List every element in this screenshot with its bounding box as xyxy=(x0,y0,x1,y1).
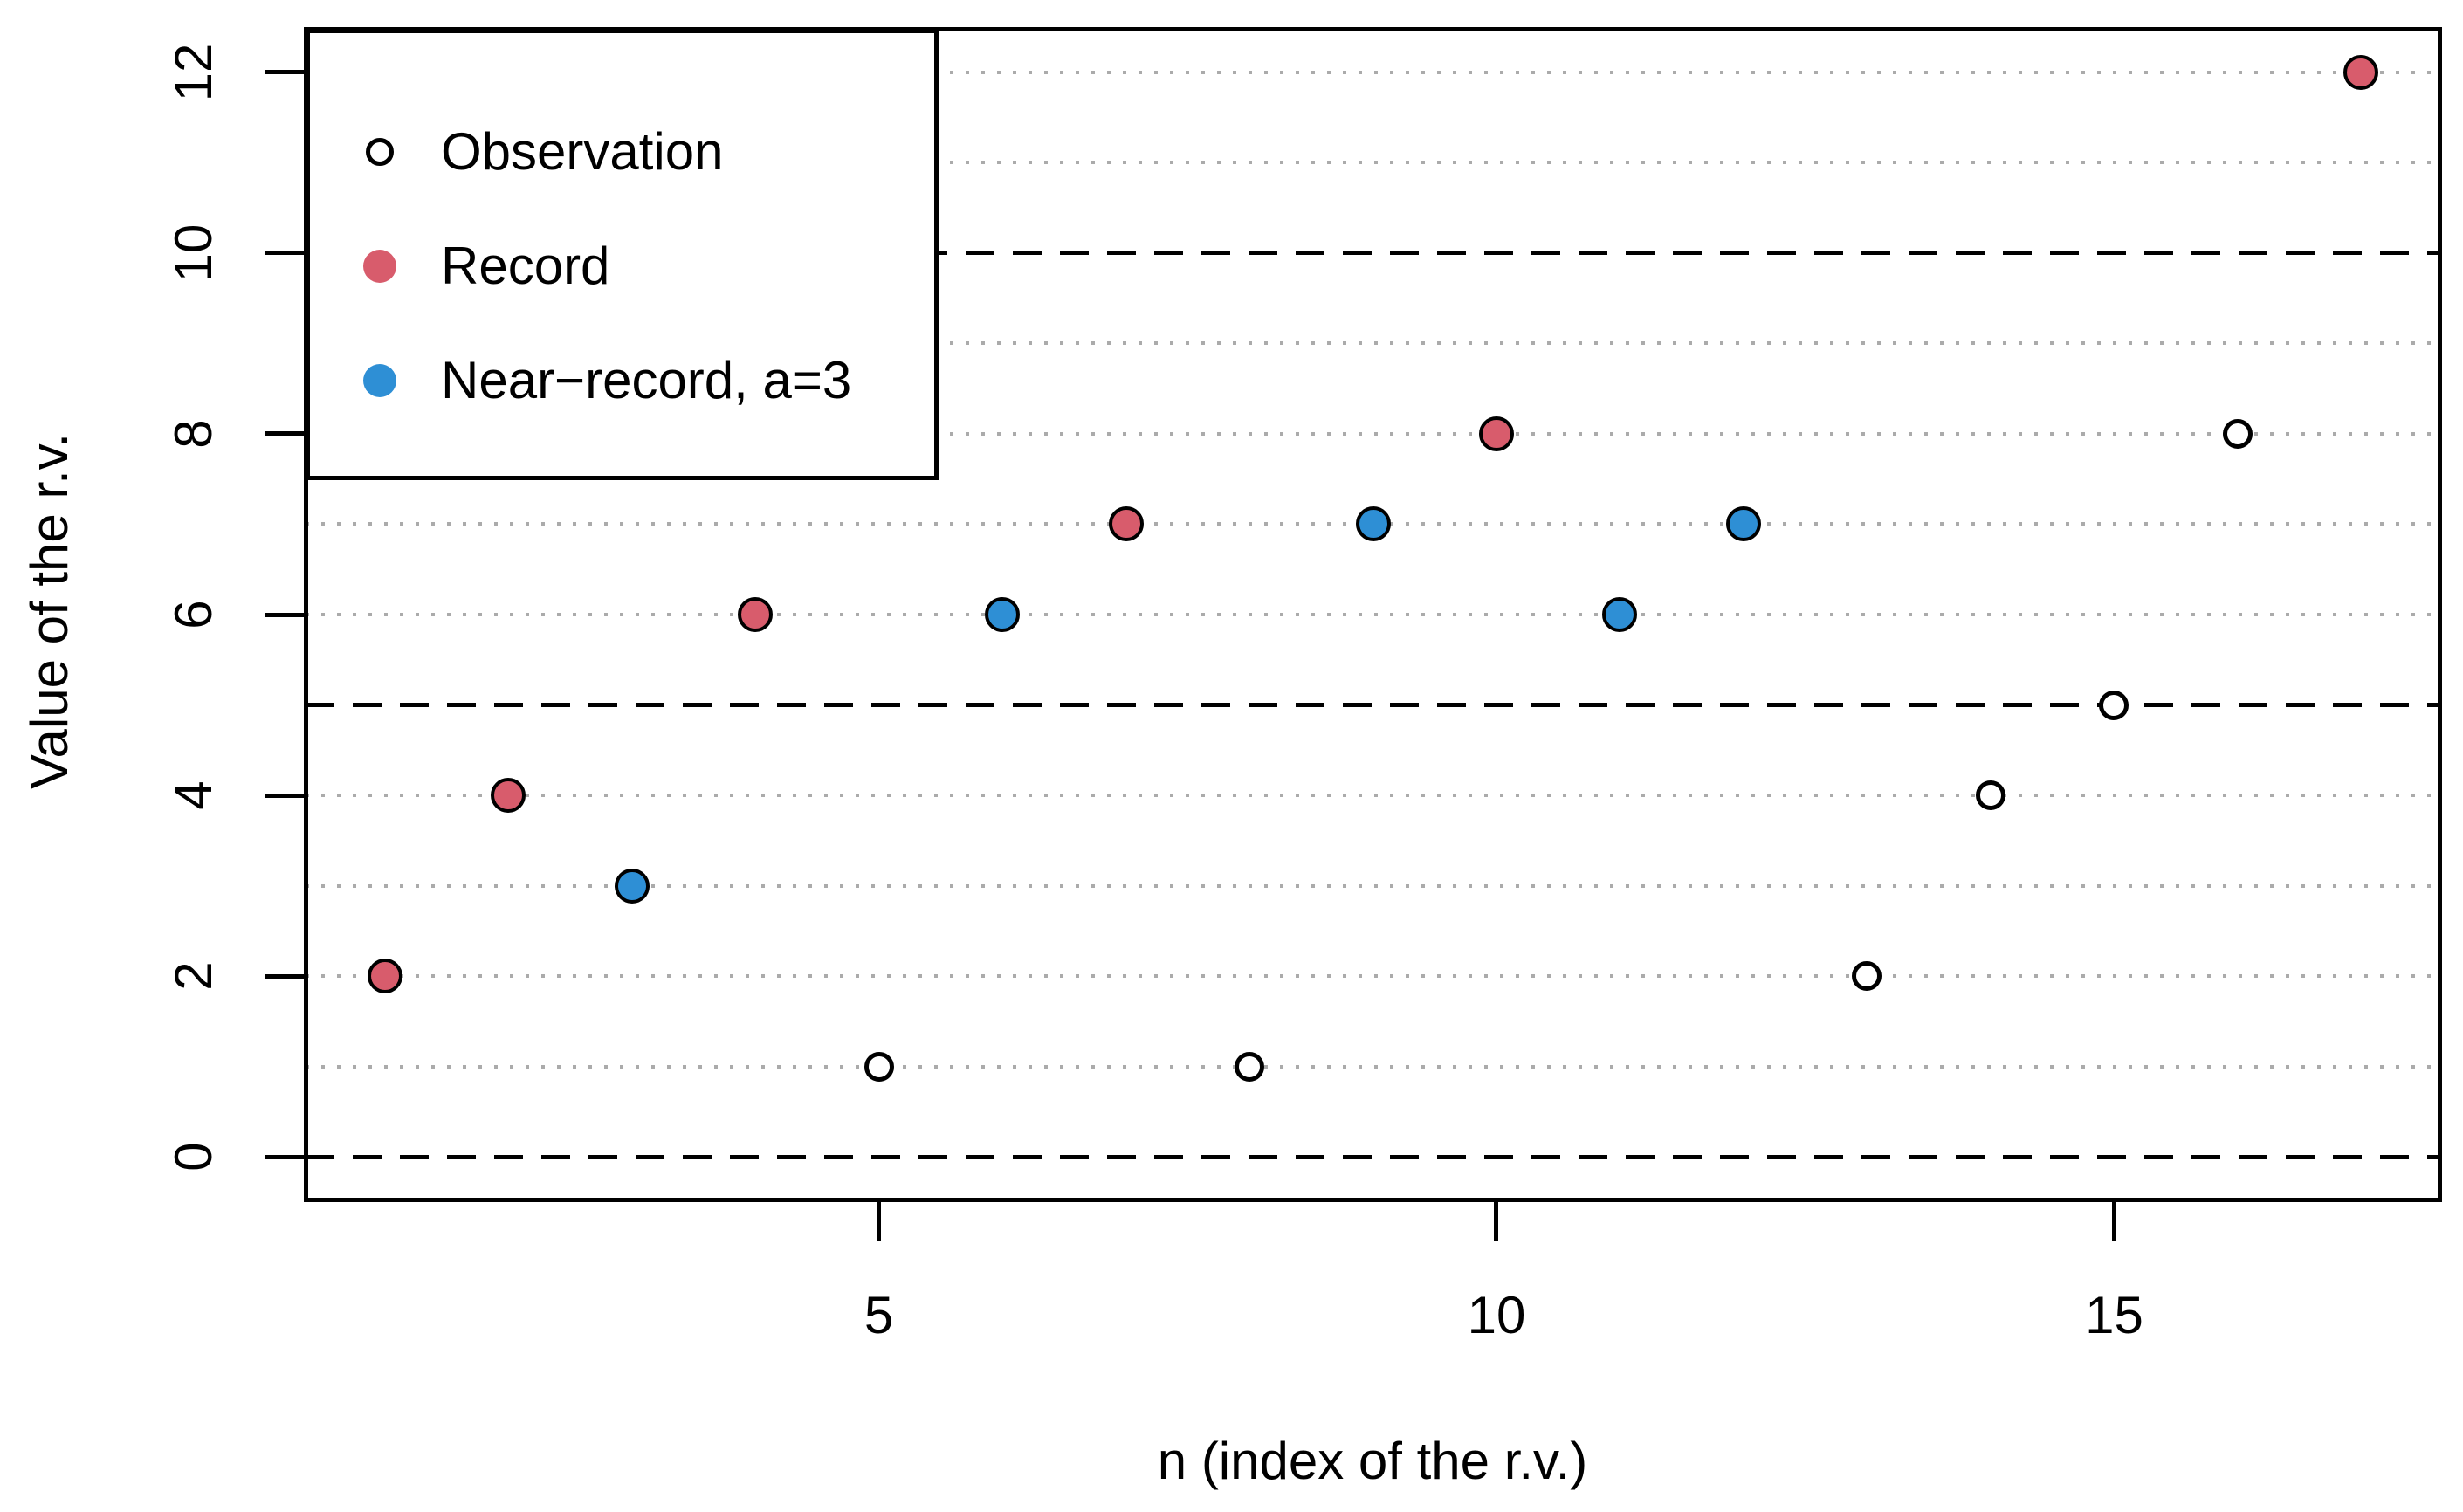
data-point-near-record xyxy=(1725,506,1761,542)
x-tick-label: 5 xyxy=(863,1286,894,1344)
data-point-record xyxy=(1478,416,1514,451)
gridline-dotted xyxy=(306,794,2440,798)
open-circle-icon xyxy=(366,138,394,166)
gridline-dotted xyxy=(306,341,2440,346)
y-axis-tick xyxy=(265,1154,306,1159)
y-tick-label: 10 xyxy=(164,223,223,283)
gridline-dashed xyxy=(306,1154,2440,1159)
data-point-observation xyxy=(1235,1051,1264,1082)
gridline-dotted xyxy=(306,613,2440,616)
data-point-record xyxy=(738,597,774,632)
data-point-observation xyxy=(863,1051,894,1082)
y-axis-tick xyxy=(265,793,306,798)
x-tick-label: 15 xyxy=(2085,1286,2143,1344)
y-tick-label: 0 xyxy=(164,1142,223,1172)
y-axis-tick xyxy=(265,251,306,256)
gridline-dotted xyxy=(306,883,2440,888)
x-axis-tick xyxy=(877,1200,882,1241)
gridline-dotted xyxy=(306,431,2440,436)
x-axis-label: n (index of the r.v.) xyxy=(1157,1432,1588,1490)
data-point-observation xyxy=(2222,418,2253,449)
legend-label: Near−record, a=3 xyxy=(441,351,852,409)
data-point-record xyxy=(367,959,402,994)
record-dot-icon xyxy=(363,250,396,283)
data-point-near-record xyxy=(1355,506,1391,542)
data-point-record xyxy=(1108,506,1144,542)
y-tick-label: 12 xyxy=(164,43,223,102)
y-axis-tick xyxy=(265,70,306,75)
data-point-observation xyxy=(2099,690,2129,720)
data-point-near-record xyxy=(985,597,1021,632)
legend-label: Observation xyxy=(441,122,724,181)
x-axis-tick xyxy=(2111,1200,2116,1241)
data-point-observation xyxy=(1975,780,2005,811)
y-tick-label: 2 xyxy=(164,961,223,991)
data-point-near-record xyxy=(1602,597,1638,632)
y-axis-tick xyxy=(265,431,306,436)
gridline-dotted xyxy=(306,70,2440,74)
y-axis-tick xyxy=(265,973,306,979)
y-tick-label: 8 xyxy=(164,419,223,449)
y-tick-label: 6 xyxy=(164,600,223,629)
legend-entry-record: Record xyxy=(310,231,934,301)
y-axis-tick xyxy=(265,612,306,617)
y-tick-label: 4 xyxy=(164,780,223,810)
gridline-dotted xyxy=(306,1064,2440,1069)
data-point-near-record xyxy=(614,868,650,904)
gridline-dashed xyxy=(306,703,2440,708)
legend: Observation Record Near−record, a=3 xyxy=(306,29,939,480)
y-axis-label: Value of the r.v. xyxy=(20,432,79,790)
data-point-record xyxy=(491,778,526,814)
near-record-dot-icon xyxy=(363,364,396,397)
x-tick-label: 10 xyxy=(1467,1286,1526,1344)
legend-label: Record xyxy=(441,237,610,295)
gridline-dotted xyxy=(306,974,2440,979)
legend-entry-near-record: Near−record, a=3 xyxy=(310,346,934,416)
gridline-dashed xyxy=(306,251,2440,256)
legend-entry-observation: Observation xyxy=(310,117,934,187)
data-point-record xyxy=(2343,54,2379,90)
gridline-dotted xyxy=(306,161,2440,165)
x-axis-tick xyxy=(1494,1200,1499,1241)
data-point-observation xyxy=(1852,961,1882,992)
